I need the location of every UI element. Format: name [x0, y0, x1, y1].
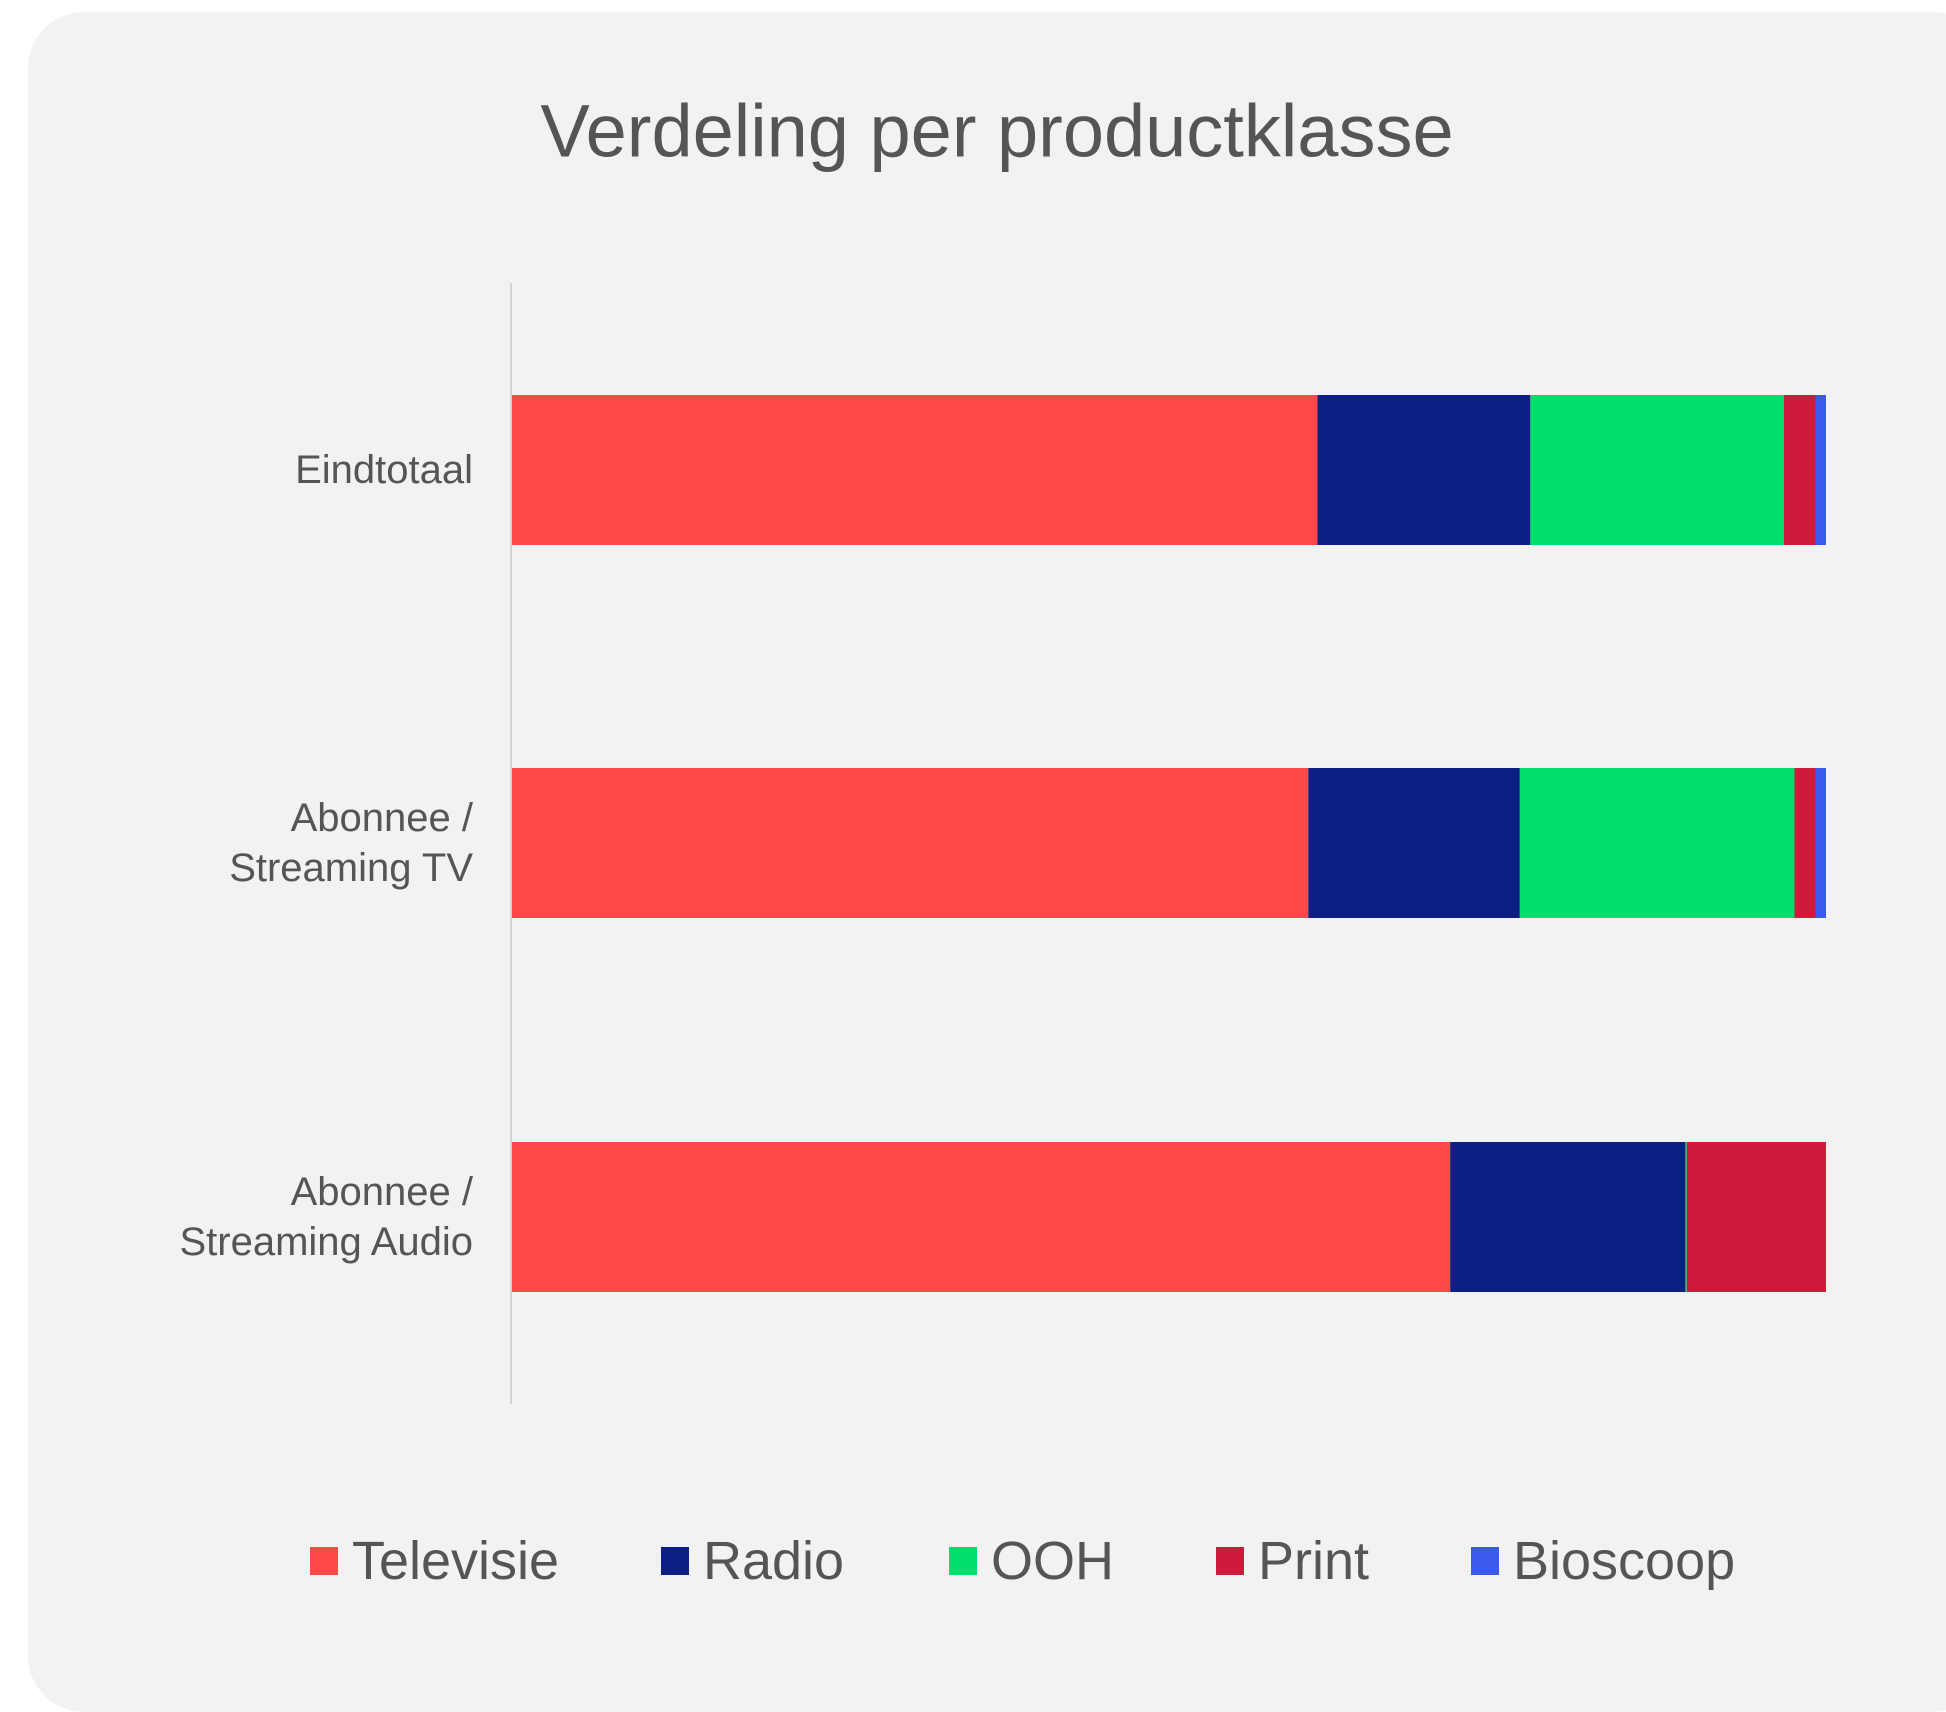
bar-segment	[512, 395, 1318, 545]
legend-swatch	[310, 1547, 338, 1575]
legend-item: Bioscoop	[1471, 1530, 1735, 1592]
chart: Verdeling per productklasse	[510, 90, 1826, 1404]
bar-segment	[1317, 395, 1531, 545]
legend-item: OOH	[949, 1530, 1114, 1592]
legend-label: Radio	[703, 1531, 845, 1591]
chart-title: Verdeling per productklasse	[540, 90, 1453, 173]
legend-swatch	[661, 1547, 689, 1575]
bar-segment	[1794, 768, 1816, 918]
bar-segment	[1815, 768, 1826, 918]
bar-segment	[1783, 395, 1816, 545]
bar-segment	[1815, 395, 1826, 545]
bar-segment	[512, 1142, 1451, 1292]
legend-swatch	[949, 1547, 977, 1575]
legend-item: Televisie	[310, 1530, 559, 1592]
bar-segment	[1530, 395, 1784, 545]
category-label: Abonnee / Streaming Audio	[179, 1170, 473, 1264]
bar-segment	[1686, 1142, 1826, 1292]
bar-segment	[1450, 1142, 1686, 1292]
legend-item: Print	[1216, 1530, 1369, 1592]
legend-label: Televisie	[352, 1531, 560, 1591]
category-label: Eindtotaal	[295, 448, 473, 492]
legend-swatch	[1471, 1547, 1499, 1575]
bar-segment	[1519, 768, 1795, 918]
category-label: Abonnee / Streaming TV	[229, 796, 473, 890]
bar-segment	[1308, 768, 1520, 918]
page: Verdeling per productklasse (() => { con…	[28, 12, 1946, 1712]
legend-label: Print	[1258, 1531, 1370, 1591]
legend-item: Radio	[661, 1530, 844, 1592]
bar-segment	[1685, 1142, 1687, 1292]
legend-label: Bioscoop	[1513, 1531, 1736, 1591]
bar-segment	[512, 768, 1309, 918]
legend-swatch	[1216, 1547, 1244, 1575]
legend-label: OOH	[991, 1531, 1115, 1591]
